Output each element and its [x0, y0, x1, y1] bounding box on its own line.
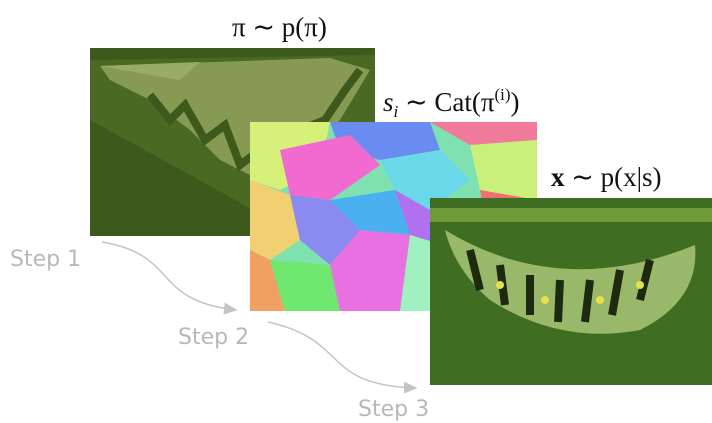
- arrow: [268, 322, 416, 388]
- label-part: ∼ Cat(π: [398, 87, 495, 117]
- photo-image: [430, 198, 712, 385]
- diagram: π ∼ p(π) si ∼ Cat(π(i)) x ∼ p(x|s) Step …: [0, 0, 712, 423]
- label-part: ): [511, 87, 520, 117]
- label-part: x: [551, 162, 565, 192]
- label-part: (i): [495, 85, 511, 104]
- arrow: [102, 242, 236, 310]
- math-label: si ∼ Cat(π(i)): [383, 85, 520, 121]
- math-label: π ∼ p(π): [232, 12, 327, 42]
- label-part: ∼ p(x|s): [565, 162, 662, 192]
- math-label: x ∼ p(x|s): [551, 162, 662, 192]
- label-part: s: [383, 87, 394, 117]
- step-label: Step 2: [178, 325, 249, 350]
- step-label: Step 3: [358, 397, 429, 422]
- label-part: π ∼ p(π): [232, 12, 327, 42]
- step-label: Step 1: [10, 247, 81, 272]
